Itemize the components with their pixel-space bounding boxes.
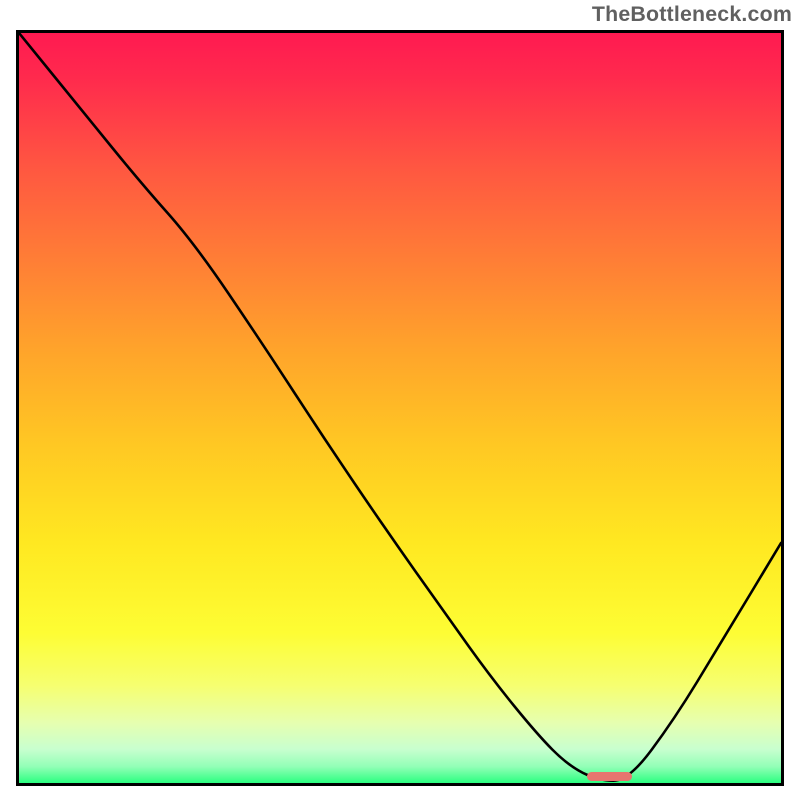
chart-container: TheBottleneck.com	[0, 0, 800, 800]
highlight-slider-thumb[interactable]	[587, 772, 633, 781]
watermark-text: TheBottleneck.com	[592, 2, 792, 27]
plot-area	[16, 30, 784, 786]
chart-svg	[19, 33, 781, 783]
background-rect	[19, 33, 781, 783]
